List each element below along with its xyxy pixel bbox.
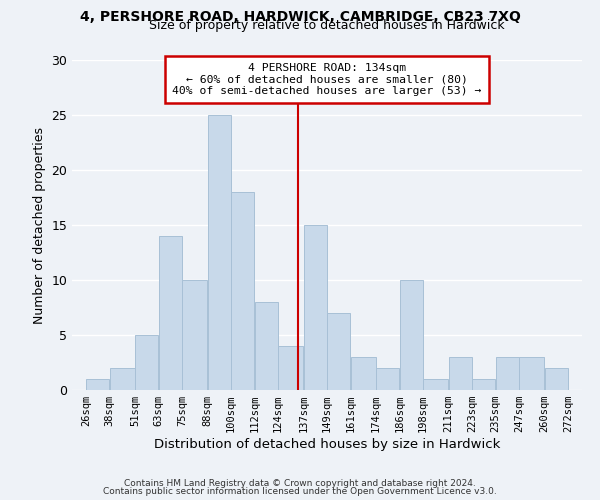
Bar — [135, 335, 158, 390]
Bar — [231, 192, 254, 390]
Bar — [278, 346, 303, 390]
Bar — [545, 368, 568, 390]
Text: 4 PERSHORE ROAD: 134sqm
← 60% of detached houses are smaller (80)
40% of semi-de: 4 PERSHORE ROAD: 134sqm ← 60% of detache… — [172, 64, 482, 96]
Bar — [519, 357, 544, 390]
Text: Contains public sector information licensed under the Open Government Licence v3: Contains public sector information licen… — [103, 487, 497, 496]
Bar — [449, 357, 472, 390]
Title: Size of property relative to detached houses in Hardwick: Size of property relative to detached ho… — [149, 20, 505, 32]
Bar — [159, 236, 182, 390]
Bar — [208, 115, 231, 390]
Bar — [86, 379, 109, 390]
Y-axis label: Number of detached properties: Number of detached properties — [33, 126, 46, 324]
Bar — [423, 379, 448, 390]
Text: 4, PERSHORE ROAD, HARDWICK, CAMBRIDGE, CB23 7XQ: 4, PERSHORE ROAD, HARDWICK, CAMBRIDGE, C… — [80, 10, 520, 24]
Text: Contains HM Land Registry data © Crown copyright and database right 2024.: Contains HM Land Registry data © Crown c… — [124, 478, 476, 488]
Bar — [351, 357, 376, 390]
Bar — [255, 302, 278, 390]
Bar — [304, 225, 327, 390]
Bar — [496, 357, 519, 390]
Bar — [110, 368, 135, 390]
X-axis label: Distribution of detached houses by size in Hardwick: Distribution of detached houses by size … — [154, 438, 500, 451]
Bar — [472, 379, 495, 390]
Bar — [400, 280, 423, 390]
Bar — [376, 368, 399, 390]
Bar — [327, 313, 350, 390]
Bar — [182, 280, 207, 390]
